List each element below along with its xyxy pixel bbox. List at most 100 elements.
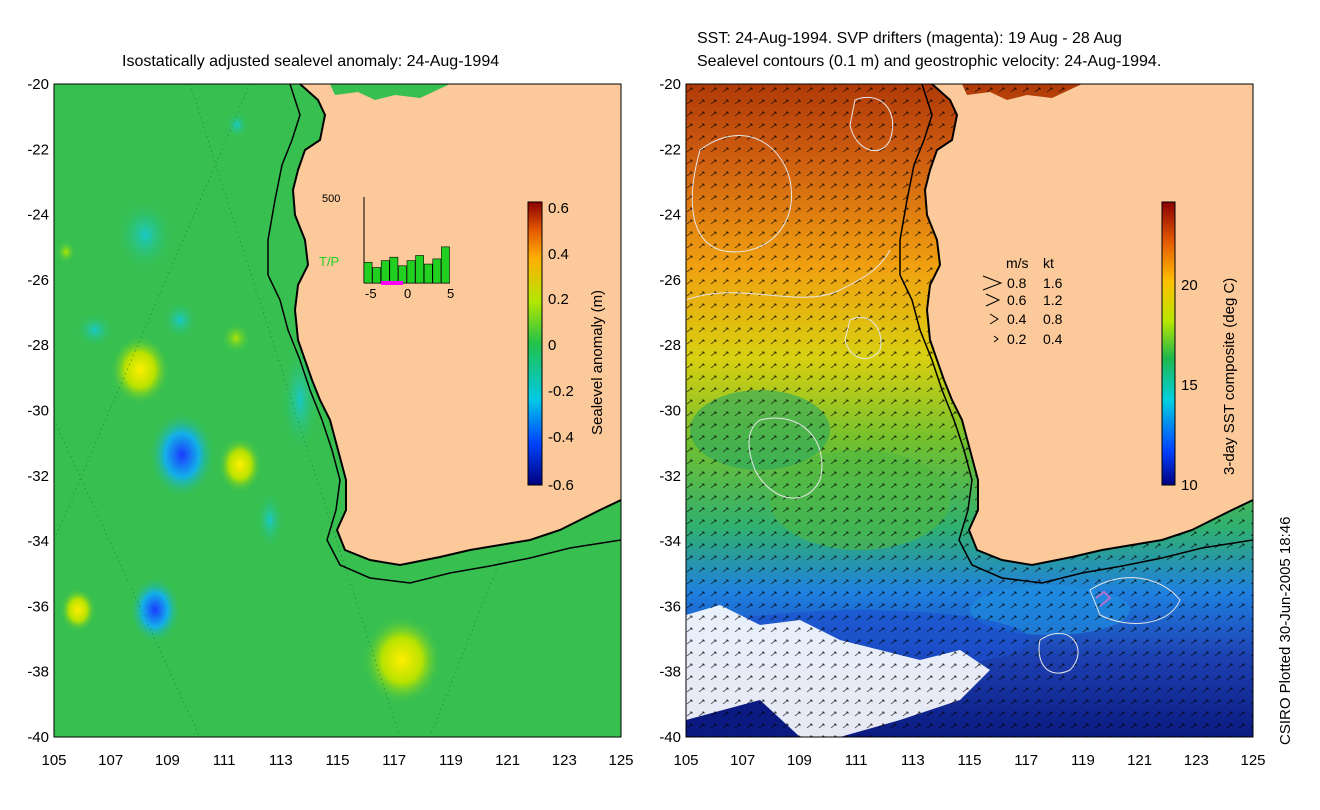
left-colorbar-tick: 0.6	[548, 200, 569, 217]
inset-x-tick: 5	[447, 286, 454, 301]
left-colorbar-label: Sealevel anomaly (m)	[589, 290, 606, 435]
right-map-title-line1: SST: 24-Aug-1994. SVP drifters (magenta)…	[697, 30, 1122, 47]
left-y-tick: -32	[27, 468, 49, 485]
sealevel-contour	[849, 96, 894, 152]
sla-blob	[218, 437, 262, 493]
inset-mission-label: T/P	[319, 254, 339, 269]
velocity-legend-kt: 1.6	[1043, 275, 1063, 291]
altimeter-track	[429, 559, 501, 737]
right-x-tick: 105	[673, 752, 698, 769]
inset-bar	[372, 267, 382, 284]
right-y-tick: -28	[659, 337, 681, 354]
left-x-tick: 119	[439, 752, 463, 769]
sla-blob	[75, 312, 115, 348]
left-y-tick: -20	[27, 76, 49, 93]
altimeter-track	[54, 419, 201, 737]
velocity-legend-header-ms: m/s	[1006, 255, 1029, 271]
left-map-frame	[53, 83, 622, 738]
inset-bar	[415, 255, 425, 284]
inset-bar	[406, 260, 416, 284]
left-y-tick: -34	[27, 533, 49, 550]
right-x-tick: 119	[1071, 752, 1095, 769]
right-y-tick: -20	[659, 76, 681, 93]
left-shelf-contour	[267, 84, 621, 584]
velocity-legend-kt: 0.8	[1043, 311, 1063, 327]
sla-blob	[362, 615, 442, 705]
sealevel-contour	[691, 135, 792, 253]
right-y-tick: -40	[659, 729, 681, 746]
right-y-tick: -34	[659, 533, 681, 550]
left-y-tick: -36	[27, 598, 49, 615]
left-x-tick: 123	[552, 752, 577, 769]
right-shelf-contour	[899, 84, 1253, 584]
right-y-tick: -38	[659, 664, 681, 681]
right-colorbar-tick: 15	[1181, 377, 1198, 394]
right-colorbar-label: 3-day SST composite (deg C)	[1221, 278, 1238, 475]
velocity-arrow-icon	[993, 335, 999, 343]
velocity-legend: m/s kt 0.8 1.6 0.6 1.2 0.4 0.8 0.2 0.4	[982, 255, 1063, 347]
left-y-tick: -26	[27, 272, 49, 289]
inset-bar	[380, 260, 390, 284]
right-y-tick: -36	[659, 598, 681, 615]
left-colorbar-tick: -0.2	[548, 383, 574, 400]
left-y-tick: -38	[27, 664, 49, 681]
right-colorbar-scale	[1161, 201, 1176, 486]
right-x-tick: 125	[1240, 752, 1265, 769]
sla-blob	[129, 576, 181, 644]
sla-blob	[221, 322, 251, 354]
left-y-tick: -22	[27, 141, 49, 158]
left-y-tick: -24	[27, 207, 49, 224]
sealevel-contour	[1038, 633, 1079, 674]
left-x-tick: 111	[213, 752, 236, 769]
left-x-tick: 113	[269, 752, 293, 769]
right-x-tick: 109	[787, 752, 812, 769]
inset-x-tick: -5	[365, 286, 377, 301]
left-colorbar: 0.6 0.4 0.2 0 -0.2 -0.4 -0.6 Sealevel an…	[527, 200, 606, 494]
right-colorbar-tick: 20	[1181, 277, 1198, 294]
right-coastline	[923, 84, 1253, 567]
right-y-tick: -22	[659, 141, 681, 158]
inset-bar	[389, 256, 399, 284]
velocity-arrow-icon	[989, 313, 999, 325]
left-coastline	[291, 84, 621, 567]
left-colorbar-tick: 0.4	[548, 246, 569, 263]
right-x-tick: 115	[958, 752, 982, 769]
right-map-title-line2: Sealevel contours (0.1 m) and geostrophi…	[697, 53, 1162, 70]
sealevel-contour	[1089, 577, 1181, 624]
right-x-tick: 111	[845, 752, 868, 769]
right-y-tick: -24	[659, 207, 681, 224]
left-y-tick: -28	[27, 337, 49, 354]
right-x-tick: 121	[1127, 752, 1152, 769]
velocity-legend-ms: 0.4	[1007, 311, 1027, 327]
left-colorbar-scale	[527, 201, 543, 486]
inset-bar	[441, 246, 450, 284]
sealevel-contour	[748, 417, 823, 499]
sla-blob	[56, 240, 76, 264]
sla-blob	[256, 490, 284, 550]
velocity-arrow-icon	[982, 275, 1003, 291]
left-x-tick: 125	[608, 752, 633, 769]
left-x-tick: 121	[495, 752, 520, 769]
velocity-arrow-icon	[985, 293, 1001, 307]
right-colorbar-tick: 10	[1181, 477, 1198, 494]
inset-y-max-label: 500	[322, 193, 340, 205]
sla-blob	[148, 411, 216, 499]
left-x-tick: 109	[155, 752, 180, 769]
left-colorbar-tick: -0.6	[548, 477, 574, 494]
velocity-legend-ms: 0.2	[1007, 331, 1027, 347]
sla-blob	[162, 300, 198, 340]
left-x-tick: 105	[41, 752, 66, 769]
inset-bar	[363, 262, 373, 284]
left-map-title: Isostatically adjusted sealevel anomaly:…	[122, 53, 500, 70]
sla-blob	[110, 335, 170, 405]
sla-blob	[225, 111, 249, 139]
velocity-legend-kt: 0.4	[1043, 331, 1063, 347]
inset-bar	[423, 263, 433, 284]
left-x-tick: 115	[326, 752, 350, 769]
left-colorbar-tick: 0	[548, 337, 556, 354]
left-colorbar-tick: 0.2	[548, 291, 569, 308]
velocity-legend-header-kt: kt	[1043, 255, 1054, 271]
right-x-tick: 117	[1014, 752, 1038, 769]
inset-bar	[398, 265, 407, 284]
